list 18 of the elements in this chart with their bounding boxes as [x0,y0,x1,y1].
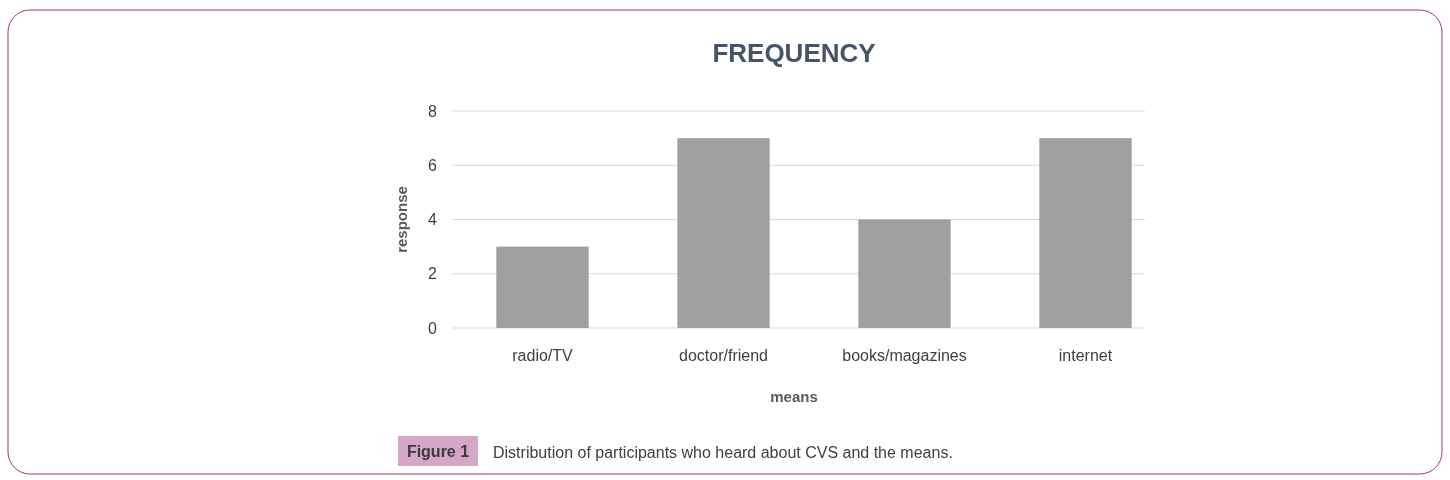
x-tick-label: radio/TV [512,347,574,364]
bar [1039,138,1132,328]
x-axis-title: means [770,388,818,405]
y-tick-label: 2 [428,265,438,283]
y-axis-title: response [393,186,410,253]
x-tick-label: internet [1058,347,1113,364]
y-tick-label: 0 [428,319,438,337]
x-tick-label: doctor/friend [679,347,768,364]
y-tick-label: 6 [428,156,438,174]
bar [858,219,951,328]
x-tick-label: books/magazines [842,347,967,364]
bar [677,138,770,328]
y-tick-label: 8 [428,102,438,120]
text: Distribution of participants who heard about CVS and the means. [493,444,953,461]
bar [496,246,589,328]
caption: Figure 1 [406,443,470,460]
chart-title: FREQUENCY [712,38,876,68]
y-tick-label: 4 [428,211,438,229]
